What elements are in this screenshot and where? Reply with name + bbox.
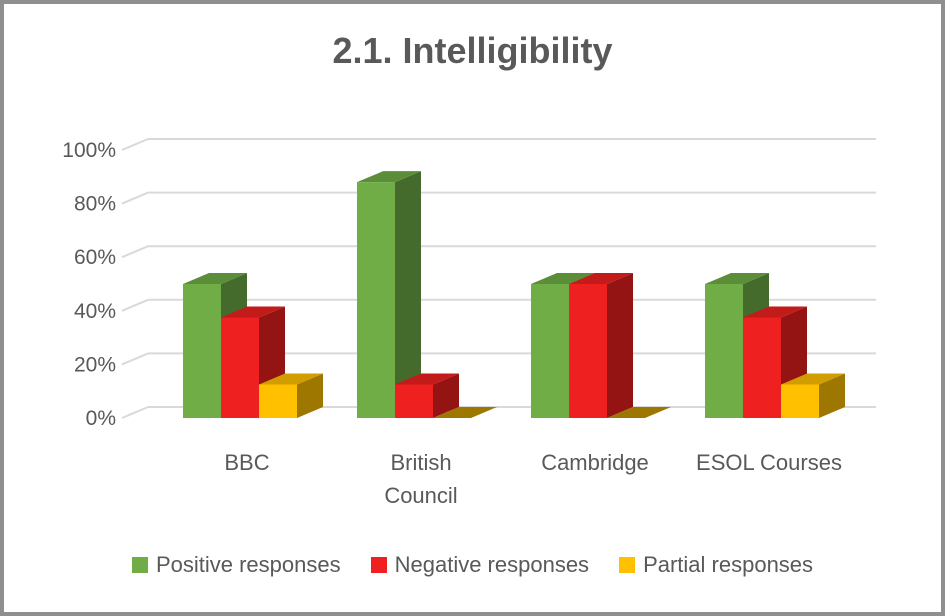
- legend-item: Positive responses: [131, 552, 341, 578]
- gridline-diagonal: [121, 298, 149, 312]
- y-tick-label: 100%: [62, 139, 116, 162]
- legend-swatch: [619, 557, 636, 573]
- legend-label: Negative responses: [394, 552, 590, 577]
- bar: [395, 373, 459, 418]
- legend-item: Negative responses: [370, 552, 590, 578]
- bar: [607, 407, 671, 418]
- x-category-label: British Council: [384, 450, 457, 508]
- y-tick-label: 80%: [74, 193, 116, 216]
- legend-item: Partial responses: [619, 552, 813, 578]
- y-tick-label: 20%: [74, 353, 116, 376]
- y-tick-label: 40%: [74, 300, 116, 323]
- chart-title: 2.1. Intelligibility: [332, 30, 613, 71]
- gridline-diagonal: [121, 245, 149, 259]
- legend-swatch: [370, 557, 387, 573]
- x-category-label: Cambridge: [541, 450, 649, 475]
- y-tick-label: 60%: [74, 246, 116, 269]
- bar: [781, 373, 845, 418]
- bar: [569, 273, 633, 418]
- gridline-diagonal: [121, 406, 149, 419]
- x-category-label: ESOL Courses: [696, 450, 842, 475]
- gridline-diagonal: [121, 352, 149, 366]
- legend-label: Partial responses: [643, 552, 814, 577]
- y-tick-label: 0%: [86, 407, 116, 430]
- gridline-diagonal: [121, 138, 149, 151]
- legend-swatch: [131, 557, 148, 573]
- chart-legend: Positive responses Negative responses Part…: [0, 552, 945, 578]
- legend-label: Positive responses: [155, 552, 341, 577]
- x-category-label: BBC: [224, 450, 269, 475]
- bar: [433, 407, 497, 418]
- bar: [357, 171, 421, 418]
- bar: [259, 373, 323, 418]
- gridline-diagonal: [121, 191, 149, 205]
